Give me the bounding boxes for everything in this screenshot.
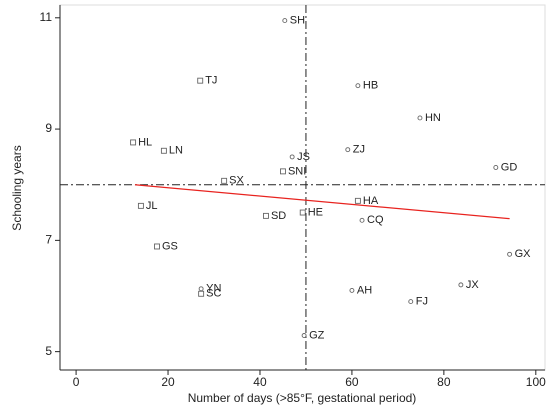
point-label: HB <box>363 80 378 92</box>
plot-frame <box>59 4 546 371</box>
fit-line <box>134 184 510 220</box>
point-circle <box>359 217 365 223</box>
point-label: JX <box>466 279 480 291</box>
point-square <box>221 177 228 184</box>
point-label: JL <box>146 200 158 212</box>
point-label: SX <box>229 175 244 187</box>
point-label: GS <box>162 240 178 252</box>
point-circle <box>198 286 204 292</box>
point-label: GD <box>501 161 518 173</box>
x-tick-label: 100 <box>526 375 546 389</box>
point-square <box>160 147 167 154</box>
point-label: TJ <box>205 75 217 87</box>
point-label: CQ <box>367 214 384 226</box>
point-circle <box>493 165 499 170</box>
y-tick-label: 11 <box>40 10 53 24</box>
x-tick-label: 20 <box>161 375 175 389</box>
y-tick-label: 7 <box>45 233 52 247</box>
point-label: FJ <box>416 295 428 307</box>
point-circle <box>301 333 307 338</box>
point-square <box>280 168 286 175</box>
point-label: GX <box>515 248 532 260</box>
point-square <box>198 290 205 297</box>
point-square <box>154 243 160 250</box>
point-square <box>354 197 361 204</box>
point-label: HE <box>308 206 323 218</box>
point-label: ZJ <box>353 144 365 156</box>
point-square <box>263 212 269 219</box>
point-label: SD <box>271 210 286 222</box>
point-circle <box>345 147 351 153</box>
x-tick-label: 80 <box>437 375 451 389</box>
point-label: SNI <box>288 165 306 177</box>
x-tick-label: 60 <box>345 375 359 389</box>
point-circle <box>349 287 355 293</box>
point-label: YN <box>206 283 221 295</box>
point-circle <box>282 18 288 24</box>
point-label: SC <box>206 288 221 300</box>
point-square <box>130 139 137 146</box>
point-label: HN <box>425 112 441 124</box>
point-label: JS <box>297 151 310 163</box>
point-circle <box>289 154 295 160</box>
point-circle <box>417 115 423 121</box>
x-tick-label: 0 <box>73 375 80 389</box>
point-label: LN <box>169 145 183 157</box>
point-square <box>137 202 144 209</box>
point-circle <box>408 299 414 305</box>
point-label: HL <box>138 136 152 148</box>
point-label: AH <box>357 284 372 296</box>
point-circle <box>355 83 361 89</box>
y-tick-label: 9 <box>45 121 52 135</box>
point-label: HA <box>363 195 379 207</box>
y-tick-label: 5 <box>45 344 52 358</box>
point-square <box>197 77 204 84</box>
x-axis-label: Number of days (>85°F, gestational perio… <box>188 391 417 405</box>
x-tick-label: 40 <box>253 375 267 389</box>
point-label: GZ <box>309 329 325 341</box>
point-circle <box>458 282 464 288</box>
point-label: SH <box>290 14 305 26</box>
point-circle <box>507 251 513 257</box>
y-axis-label: Schooling years <box>10 145 24 230</box>
point-square <box>299 209 306 216</box>
